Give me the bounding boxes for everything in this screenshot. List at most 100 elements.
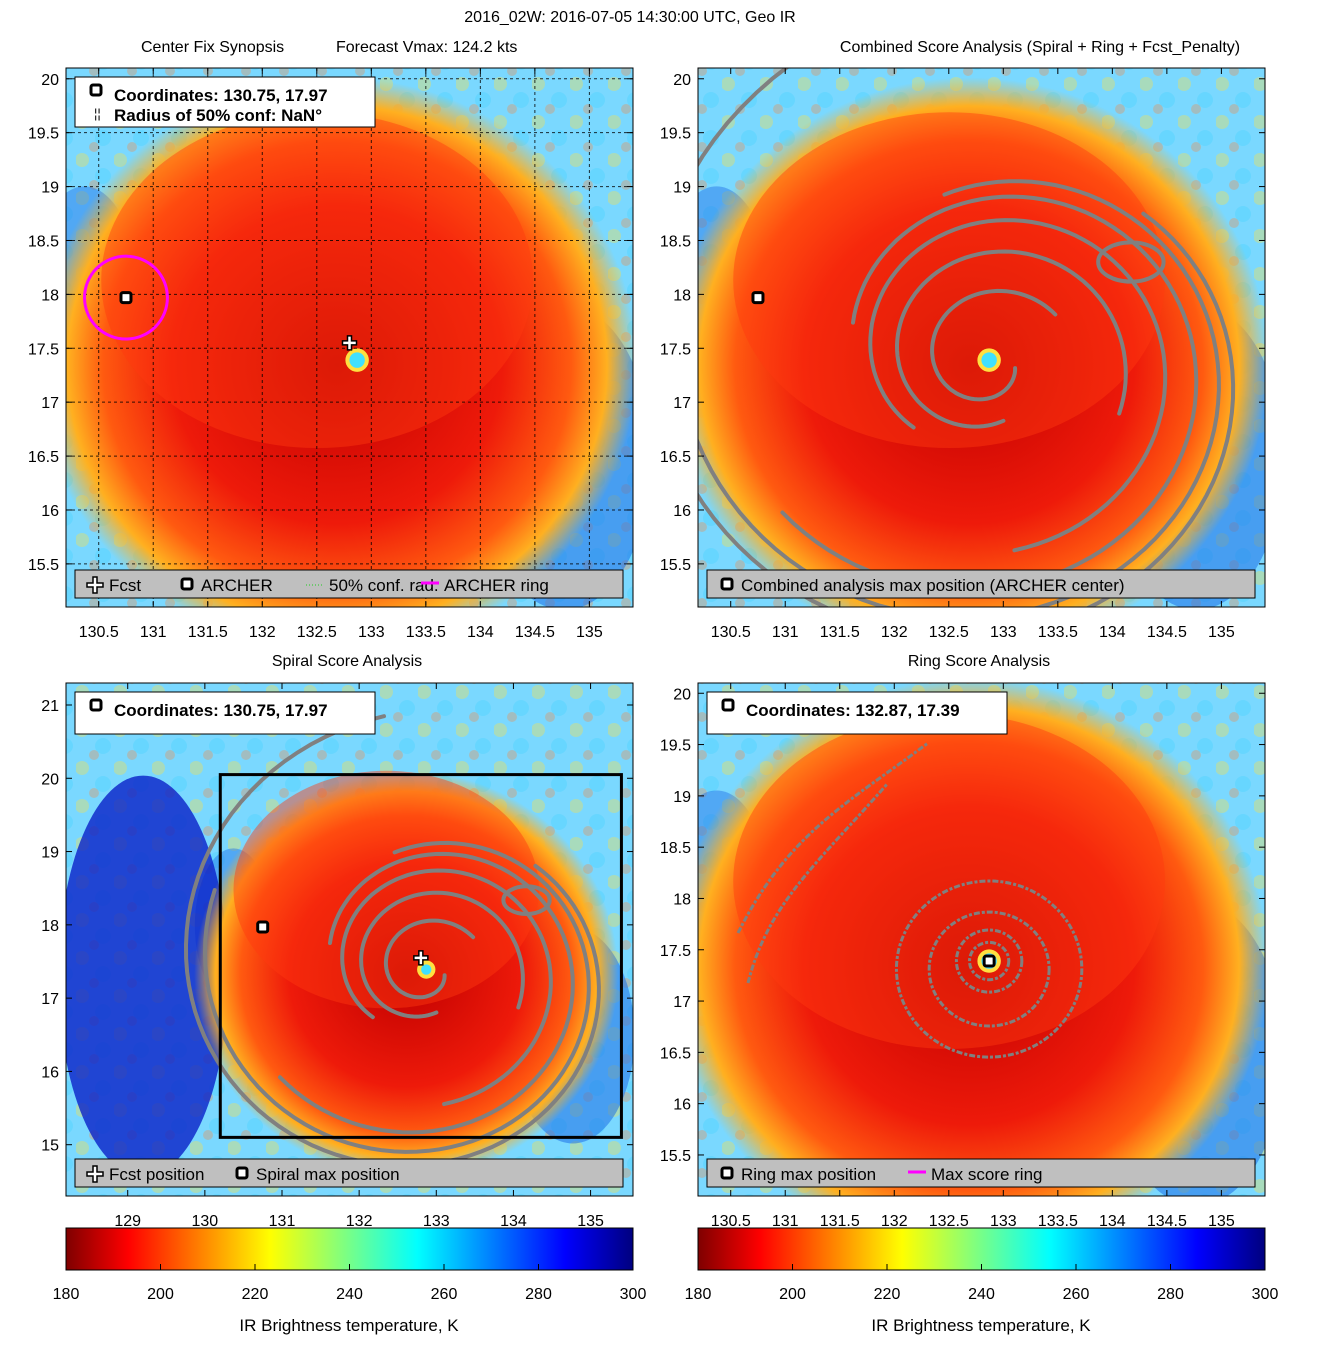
legend-label: ARCHER ring <box>444 576 549 595</box>
ring-contours <box>736 741 1084 1059</box>
combined-outer-band <box>733 112 1166 449</box>
combined-image: Combined analysis max position (ARCHER c… <box>698 68 1265 607</box>
colorbar-left-label: IR Brightness temperature, K <box>239 1316 459 1335</box>
y-tick-label: 16.5 <box>28 449 59 466</box>
y-tick-label: 17.5 <box>28 341 59 358</box>
fcst-marker <box>341 335 358 351</box>
x-tick-label: 133.5 <box>1038 624 1078 641</box>
y-tick-label: 19.5 <box>660 738 691 755</box>
ring-legend: Ring max position Max score ring <box>706 1158 1256 1188</box>
spiral-contour <box>202 840 591 1154</box>
y-tick-label: 17.5 <box>660 341 691 358</box>
x-tick-label: 129 <box>114 1213 141 1230</box>
y-tick-label: 16 <box>41 1064 59 1081</box>
colorbar-tick-label: 200 <box>779 1286 806 1303</box>
y-tick-label: 20 <box>673 686 691 703</box>
colorbar-right: 180 200 220 240 260 280 300 IR Brightness temp… <box>685 1227 1279 1335</box>
spiral-contour <box>501 884 552 917</box>
archer-marker <box>751 291 765 305</box>
spiral-image: Coordinates: 130.75, 17.97 Fcst position S… <box>66 683 633 1196</box>
x-tick-label: 134 <box>467 624 494 641</box>
x-tick-label: 134.5 <box>1147 624 1187 641</box>
synopsis-confidence: Radius of 50% conf: NaN° <box>114 106 322 125</box>
x-tick-label: 132 <box>346 1213 373 1230</box>
combined-cloud-shield <box>698 77 1265 607</box>
x-tick-label: 135 <box>576 624 603 641</box>
x-tick-label: 134.5 <box>515 624 555 641</box>
archer-marker <box>119 291 133 305</box>
y-tick-label: 20 <box>41 771 59 788</box>
y-tick-label: 17 <box>41 991 59 1008</box>
synopsis-legend: Fcst ARCHER 50% conf. rad. ARCHER ring <box>74 569 624 599</box>
spiral-contour <box>930 288 1058 402</box>
y-tick-label: 21 <box>41 698 59 715</box>
x-tick-label: 132 <box>881 624 908 641</box>
ring-contour <box>894 879 1084 1059</box>
colorbar-tick-label: 280 <box>1157 1286 1184 1303</box>
legend-fcst-icon <box>86 1165 104 1183</box>
legend-label: Max score ring <box>931 1165 1042 1184</box>
info-box-frame <box>74 76 376 128</box>
legend-archer-icon <box>235 1166 249 1180</box>
x-tick-label: 131.5 <box>820 1213 860 1230</box>
synopsis-eye-center <box>349 352 365 368</box>
synopsis-axes: 15.5 16 16.5 17 17.5 18 18.5 19 19.5 20 130.5 131 13… <box>28 68 633 641</box>
spiral-outer-band <box>233 770 539 1009</box>
panel-combined: Combined Score Analysis (Spiral + Ring +… <box>660 39 1266 641</box>
y-tick-label: 16 <box>673 1097 691 1114</box>
y-tick-label: 16 <box>41 503 59 520</box>
spiral-contour <box>383 918 476 1000</box>
spiral-contour <box>868 218 1168 553</box>
x-tick-label: 131 <box>772 1213 799 1230</box>
x-tick-label: 134 <box>500 1213 527 1230</box>
x-tick-label: 131.5 <box>188 624 228 641</box>
ring-image: Coordinates: 132.87, 17.39 Ring max posit… <box>698 683 1265 1196</box>
spiral-dry-air <box>66 775 228 1177</box>
y-tick-label: 19.5 <box>660 126 691 143</box>
colorbar-tick-label: 180 <box>685 1286 712 1303</box>
panel-spiral: Spiral Score Analysis Coordinates: 130.75… <box>41 653 634 1230</box>
ring-contour <box>927 910 1051 1028</box>
archer-marker <box>256 920 270 934</box>
y-tick-label: 19 <box>41 180 59 197</box>
y-tick-label: 17 <box>673 395 691 412</box>
ring-info-box: Coordinates: 132.87, 17.39 <box>706 691 1008 735</box>
colorbar-right-label: IR Brightness temperature, K <box>871 1316 1091 1335</box>
x-tick-label: 133 <box>423 1213 450 1230</box>
x-tick-label: 134.5 <box>1147 1213 1187 1230</box>
x-tick-label: 130.5 <box>711 1213 751 1230</box>
x-tick-label: 132 <box>881 1213 908 1230</box>
colorbar-tick-label: 300 <box>1252 1286 1279 1303</box>
panel-ring: Ring Score Analysis Coordinates: 132.87, … <box>660 653 1266 1230</box>
figure-title: 2016_02W: 2016-07-05 14:30:00 UTC, Geo I… <box>464 9 795 26</box>
y-tick-label: 15 <box>41 1138 59 1155</box>
spiral-contour <box>698 68 1236 607</box>
ring-cloud-shield <box>698 683 1265 1196</box>
x-tick-label: 135 <box>1208 624 1235 641</box>
synopsis-coordinates: Coordinates: 130.75, 17.97 <box>114 86 328 105</box>
legend-label: Spiral max position <box>256 1165 400 1184</box>
x-tick-label: 130.5 <box>79 624 119 641</box>
spiral-frame <box>65 682 634 1197</box>
y-tick-label: 18 <box>41 918 59 935</box>
legend-label: Ring max position <box>741 1165 876 1184</box>
combined-legend: Combined analysis max position (ARCHER c… <box>706 569 1256 599</box>
info-box-frame <box>74 691 376 735</box>
x-tick-label: 133 <box>358 624 385 641</box>
colorbar-tick-label: 220 <box>874 1286 901 1303</box>
colorbar-tick-label: 260 <box>431 1286 458 1303</box>
legend-frame <box>74 1158 624 1188</box>
y-tick-label: 18.5 <box>660 233 691 250</box>
combined-eye-center <box>981 352 997 368</box>
colorbar-tick-label: 280 <box>525 1286 552 1303</box>
y-tick-label: 18 <box>673 891 691 908</box>
x-tick-label: 134 <box>1099 624 1126 641</box>
x-tick-label: 133 <box>990 624 1017 641</box>
ring-axes: 15.5 16 16.5 17 17.5 18 18.5 19 19.5 20 130.5 131 13… <box>660 683 1265 1230</box>
ring-coordinates: Coordinates: 132.87, 17.39 <box>746 701 960 720</box>
x-tick-label: 135 <box>1208 1213 1235 1230</box>
panel-synopsis: Center Fix Synopsis Forecast Vmax: 124.2 … <box>28 39 634 641</box>
y-tick-label: 18 <box>41 287 59 304</box>
y-tick-label: 15.5 <box>28 557 59 574</box>
